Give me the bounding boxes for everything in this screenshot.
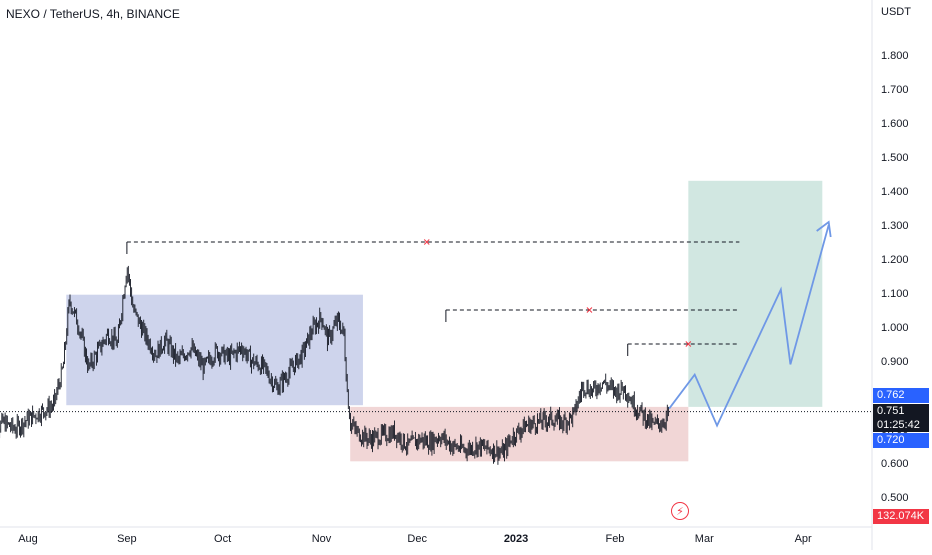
projection-path — [668, 224, 830, 428]
y-tick-label: 1.500 — [881, 152, 909, 164]
current-price-tag: 0.751 — [873, 404, 929, 419]
y-tick-label: 0.500 — [881, 492, 909, 504]
x-tick-label: Aug — [18, 533, 38, 545]
volume-tag: 132.074K — [873, 509, 929, 524]
x-tick-label: 2023 — [504, 533, 528, 545]
x-mark-icon — [685, 341, 692, 347]
y-tick-label: 0.900 — [881, 356, 909, 368]
y-tick-label: 1.400 — [881, 186, 909, 198]
y-tick-label: 1.600 — [881, 118, 909, 130]
y-tick-label: 1.800 — [881, 50, 909, 62]
blue-zone-box — [66, 294, 363, 406]
y-tick-label: 1.300 — [881, 220, 909, 232]
y-tick-label: 0.600 — [881, 458, 909, 470]
y-tick-label: 1.200 — [881, 254, 909, 266]
y-tick-label: 1.700 — [881, 84, 909, 96]
bar-countdown-tag: 01:25:42 — [873, 418, 929, 432]
x-tick-label: Apr — [795, 533, 812, 545]
lower-level-price-tag: 0.720 — [873, 433, 929, 448]
price-axis-unit: USDT — [881, 6, 911, 18]
green-zone-box — [688, 180, 823, 407]
lightning-icon[interactable]: ⚡ — [671, 502, 689, 520]
x-tick-label: Mar — [695, 533, 714, 545]
y-tick-label: 1.000 — [881, 322, 909, 334]
x-tick-label: Dec — [407, 533, 427, 545]
x-tick-label: Oct — [214, 533, 231, 545]
x-tick-label: Feb — [605, 533, 624, 545]
symbol-title[interactable]: NEXO / TetherUS, 4h, BINANCE — [6, 7, 180, 21]
upper-level-price-tag: 0.762 — [873, 388, 929, 403]
x-tick-label: Nov — [312, 533, 332, 545]
projection-arrowhead — [816, 220, 832, 238]
y-tick-label: 1.100 — [881, 288, 909, 300]
x-mark-icon — [423, 239, 430, 245]
x-tick-label: Sep — [117, 533, 137, 545]
x-mark-icon — [586, 307, 593, 313]
